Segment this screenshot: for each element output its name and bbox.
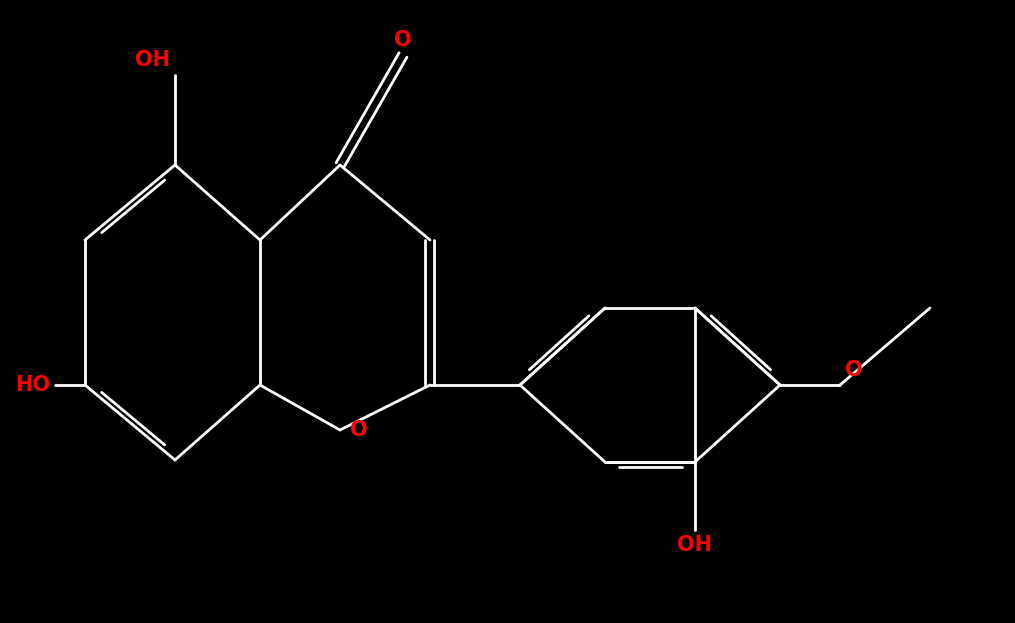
Text: O: O (350, 420, 367, 440)
Text: OH: OH (135, 50, 170, 70)
Text: O: O (394, 30, 412, 50)
Text: O: O (845, 360, 863, 380)
Text: HO: HO (15, 375, 50, 395)
Text: OH: OH (677, 535, 713, 555)
